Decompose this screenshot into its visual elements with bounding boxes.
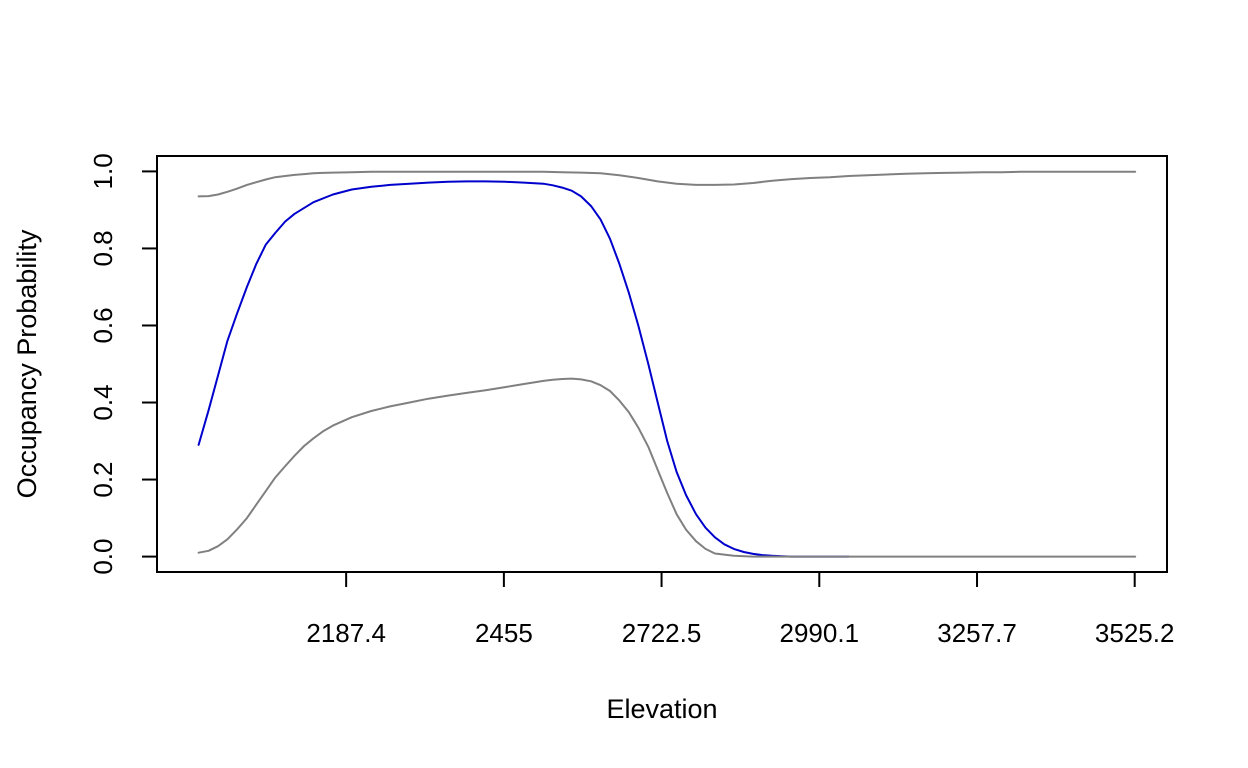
x-axis: 2187.4 2455 2722.5 2990.1 3257.7 3525.2	[306, 571, 1175, 648]
x-tick-label: 2187.4	[306, 618, 386, 648]
x-tick-label: 3525.2	[1095, 618, 1175, 648]
y-tick-label: 1.0	[88, 153, 118, 189]
series-layer	[197, 170, 1137, 558]
x-tick-label: 2722.5	[622, 618, 702, 648]
lower-bound-line	[197, 377, 1137, 558]
y-tick-label: 0.8	[88, 230, 118, 266]
y-axis: 0.0 0.2 0.4 0.6 0.8 1.0	[88, 153, 158, 575]
y-axis-title: Occupancy Probability	[12, 229, 42, 498]
plot-frame	[156, 155, 1168, 573]
y-tick-label: 0.0	[88, 539, 118, 575]
upper-bound-line	[197, 170, 1137, 198]
x-tick-label: 2990.1	[780, 618, 860, 648]
y-tick-label: 0.2	[88, 461, 118, 497]
x-tick-label: 3257.7	[937, 618, 1017, 648]
y-tick-label: 0.6	[88, 307, 118, 343]
x-axis-title: Elevation	[606, 694, 717, 724]
x-tick-label: 2455	[475, 618, 533, 648]
mean-occupancy-line	[197, 180, 850, 558]
y-tick-label: 0.4	[88, 384, 118, 420]
